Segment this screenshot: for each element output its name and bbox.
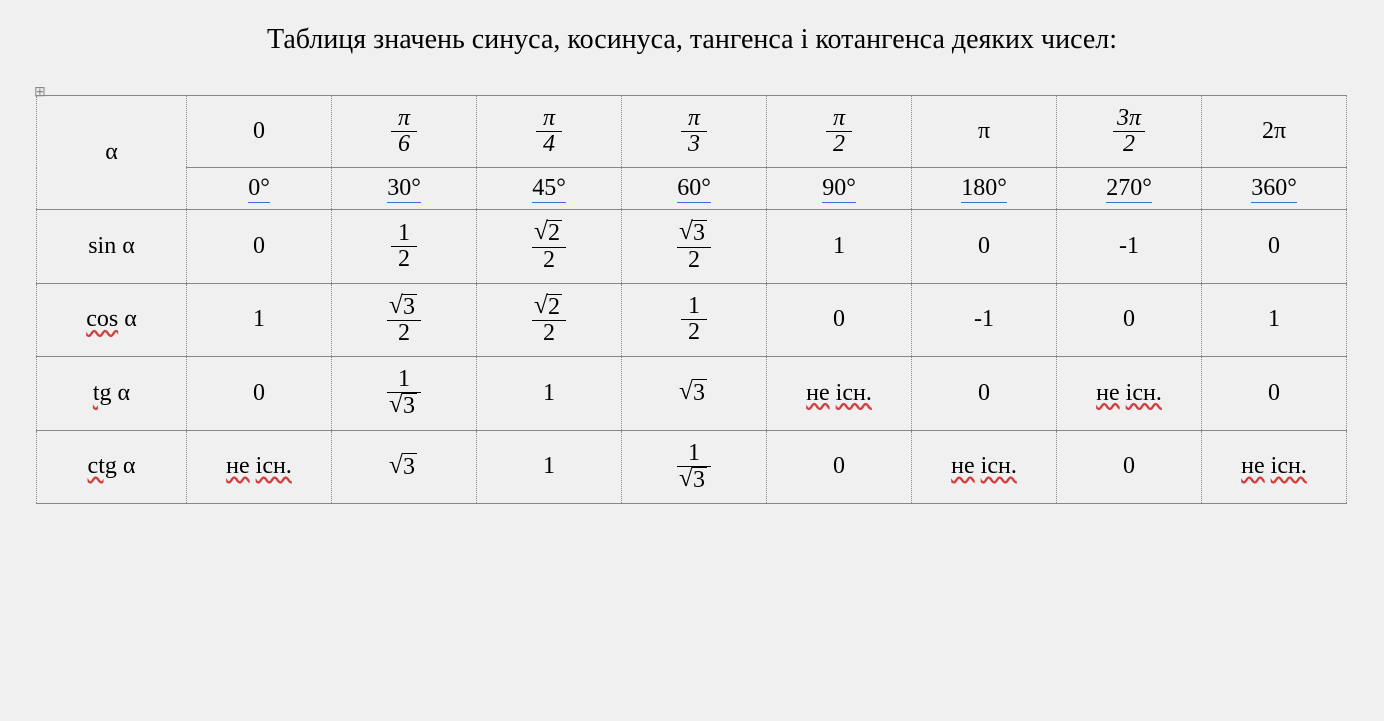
row-label-sin: sin α bbox=[37, 210, 187, 283]
col-header-radian: 2π bbox=[1202, 96, 1347, 168]
value-cell: 32 bbox=[332, 283, 477, 356]
col-header-radian: π6 bbox=[332, 96, 477, 168]
value-cell: 13 bbox=[622, 430, 767, 503]
value-cell: 0 bbox=[187, 210, 332, 283]
value-cell: 3 bbox=[622, 357, 767, 430]
col-header-radian: π bbox=[912, 96, 1057, 168]
value-cell: 1 bbox=[767, 210, 912, 283]
value-cell: 0 bbox=[767, 283, 912, 356]
col-header-degree: 90° bbox=[767, 168, 912, 210]
value-cell: не існ. bbox=[1202, 430, 1347, 503]
value-cell: 0 bbox=[912, 357, 1057, 430]
value-cell: 0 bbox=[1057, 430, 1202, 503]
col-header-radian: π4 bbox=[477, 96, 622, 168]
col-header-degree: 360° bbox=[1202, 168, 1347, 210]
col-header-radian: 0 bbox=[187, 96, 332, 168]
value-cell: 0 bbox=[1202, 357, 1347, 430]
col-header-degree: 270° bbox=[1057, 168, 1202, 210]
row-label-cos: cos α bbox=[37, 283, 187, 356]
col-header-radian: π2 bbox=[767, 96, 912, 168]
value-cell: 32 bbox=[622, 210, 767, 283]
col-header-degree: 30° bbox=[332, 168, 477, 210]
value-cell: -1 bbox=[912, 283, 1057, 356]
col-header-degree: 0° bbox=[187, 168, 332, 210]
value-cell: не існ. bbox=[912, 430, 1057, 503]
value-cell: не існ. bbox=[767, 357, 912, 430]
value-cell: не існ. bbox=[1057, 357, 1202, 430]
trig-values-table: α0π6π4π3π2π3π22π0°30°45°60°90°180°270°36… bbox=[36, 95, 1347, 504]
value-cell: 12 bbox=[622, 283, 767, 356]
value-cell: 0 bbox=[1057, 283, 1202, 356]
col-header-radian: π3 bbox=[622, 96, 767, 168]
value-cell: 1 bbox=[477, 430, 622, 503]
document-page: Таблиця значень синуса, косинуса, танген… bbox=[0, 0, 1384, 528]
value-cell: 1 bbox=[477, 357, 622, 430]
row-label-alpha: α bbox=[37, 96, 187, 210]
value-cell: 22 bbox=[477, 210, 622, 283]
value-cell: 13 bbox=[332, 357, 477, 430]
page-title: Таблиця значень синуса, косинуса, танген… bbox=[36, 24, 1348, 56]
value-cell: 3 bbox=[332, 430, 477, 503]
value-cell: 1 bbox=[1202, 283, 1347, 356]
row-label-tg: tg α bbox=[37, 357, 187, 430]
value-cell: 12 bbox=[332, 210, 477, 283]
col-header-degree: 45° bbox=[477, 168, 622, 210]
value-cell: 0 bbox=[1202, 210, 1347, 283]
value-cell: 22 bbox=[477, 283, 622, 356]
col-header-degree: 180° bbox=[912, 168, 1057, 210]
col-header-degree: 60° bbox=[622, 168, 767, 210]
value-cell: 1 bbox=[187, 283, 332, 356]
value-cell: 0 bbox=[912, 210, 1057, 283]
value-cell: -1 bbox=[1057, 210, 1202, 283]
value-cell: 0 bbox=[187, 357, 332, 430]
row-label-ctg: ctg α bbox=[37, 430, 187, 503]
col-header-radian: 3π2 bbox=[1057, 96, 1202, 168]
value-cell: не існ. bbox=[187, 430, 332, 503]
value-cell: 0 bbox=[767, 430, 912, 503]
